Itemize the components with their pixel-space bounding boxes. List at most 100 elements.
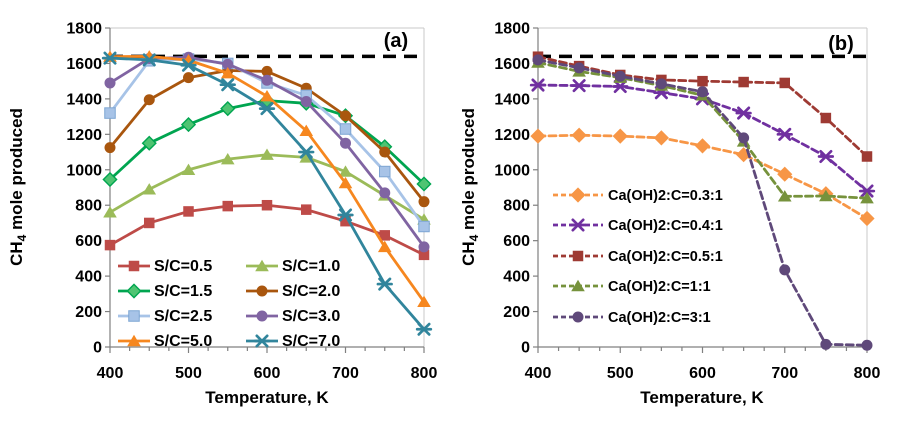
marker-triangle [777, 190, 792, 202]
marker-asterisk [776, 127, 793, 141]
marker-square [301, 204, 312, 215]
legend-label: Ca(OH)2:C=0.5:1 [608, 249, 723, 265]
x-ticks: 400 500 600 700 800 [97, 347, 437, 382]
marker-circle [104, 77, 116, 89]
legend-label: S/C=2.5 [154, 308, 212, 325]
marker-triangle [220, 152, 235, 165]
series-ca-oh-2-c-3-1 [532, 54, 873, 351]
y-tick-label: 600 [503, 233, 530, 250]
y-tick-label: 1000 [494, 162, 530, 179]
marker-circle [572, 311, 584, 323]
legend-item-s-c-5-0: S/C=5.0 [118, 333, 212, 350]
legend-item-ca-oh-2-c-1-1: Ca(OH)2:C=1:1 [553, 279, 711, 295]
marker-square [104, 107, 116, 119]
marker-asterisk [569, 218, 587, 232]
y-tick-label: 200 [503, 304, 530, 321]
series-ca-oh-2-c-0-3-1 [530, 127, 875, 227]
legend-label: S/C=5.0 [154, 333, 212, 350]
marker-square [144, 217, 155, 229]
panel-a-y-axis-title: CH4 mole produced [7, 108, 29, 266]
marker-diamond [570, 187, 586, 203]
marker-asterisk [735, 106, 752, 120]
legend-item-s-c-0-5: S/C=0.5 [118, 258, 212, 275]
marker-asterisk [180, 58, 197, 72]
marker-circle [256, 310, 268, 322]
marker-square [222, 200, 233, 212]
marker-circle [261, 74, 273, 86]
marker-triangle [299, 124, 314, 136]
legend-label: Ca(OH)2:C=1:1 [608, 279, 711, 295]
marker-circle [300, 96, 312, 108]
y-tick-label: 400 [503, 269, 530, 286]
marker-diamond [416, 176, 432, 192]
legend: Ca(OH)2:C=0.3:1 Ca(OH)2:C=0.4:1 Ca(OH)2:C=… [553, 187, 723, 326]
marker-circle [379, 187, 391, 199]
x-tick-label: 500 [175, 365, 202, 382]
marker-square [379, 230, 390, 241]
marker-square [820, 112, 832, 124]
marker-square [779, 77, 790, 89]
legend-item-s-c-3-0: S/C=3.0 [246, 308, 340, 325]
legend-label: Ca(OH)2:C=0.4:1 [608, 218, 723, 234]
marker-square [418, 249, 430, 261]
marker-circle [256, 285, 268, 297]
panel-b-label: (b) [828, 33, 854, 55]
marker-diamond [102, 171, 118, 188]
marker-circle [183, 72, 194, 84]
y-tick-label: 1400 [66, 91, 102, 108]
marker-circle [418, 241, 430, 253]
marker-circle [104, 142, 116, 154]
y-tick-label: 800 [503, 198, 530, 215]
marker-circle [532, 54, 544, 66]
marker-asterisk [415, 322, 433, 336]
marker-diamond [859, 210, 875, 227]
marker-diamond [777, 166, 793, 182]
y-tick-label: 800 [75, 198, 102, 215]
marker-square [697, 75, 708, 87]
legend-label: S/C=3.0 [282, 308, 340, 325]
legend-label: Ca(OH)2:C=0.3:1 [608, 188, 723, 204]
x-tick-label: 500 [607, 365, 634, 382]
legend-label: S/C=2.0 [282, 283, 340, 300]
marker-asterisk [219, 78, 236, 92]
y-tick-label: 1400 [494, 91, 530, 108]
marker-circle [340, 137, 351, 149]
marker-circle [418, 196, 430, 208]
marker-asterisk [298, 145, 315, 159]
legend-label: S/C=1.0 [282, 258, 340, 275]
marker-asterisk [817, 149, 835, 164]
marker-square [379, 165, 391, 178]
x-tick-label: 700 [771, 365, 798, 382]
marker-diamond [571, 127, 587, 143]
marker-asterisk [337, 208, 354, 222]
panel-b-y-axis-title: CH4 mole produced [459, 108, 481, 266]
marker-asterisk [376, 277, 393, 291]
y-tick-label: 0 [93, 340, 102, 357]
marker-asterisk [101, 51, 119, 65]
legend-item-s-c-7-0: S/C=7.0 [246, 333, 340, 350]
marker-diamond [180, 116, 197, 133]
marker-circle [614, 70, 626, 82]
x-tick-label: 400 [97, 365, 124, 382]
marker-asterisk [570, 79, 588, 93]
y-tick-label: 200 [75, 304, 102, 321]
marker-square [738, 76, 749, 88]
legend-label: S/C=7.0 [282, 333, 340, 350]
marker-square [183, 206, 194, 217]
x-tick-label: 600 [689, 365, 716, 382]
marker-circle [340, 110, 351, 122]
series-line [536, 83, 869, 193]
marker-circle [738, 132, 750, 144]
marker-diamond [653, 130, 669, 146]
marker-triangle [127, 334, 141, 347]
marker-triangle [255, 259, 269, 272]
marker-square [340, 215, 351, 227]
marker-diamond [126, 283, 142, 299]
legend-item-s-c-2-0: S/C=2.0 [246, 283, 340, 300]
series-line [108, 203, 426, 257]
marker-circle [573, 62, 585, 74]
y-tick-label: 1000 [66, 162, 102, 179]
legend-item-s-c-1-5: S/C=1.5 [118, 283, 212, 300]
